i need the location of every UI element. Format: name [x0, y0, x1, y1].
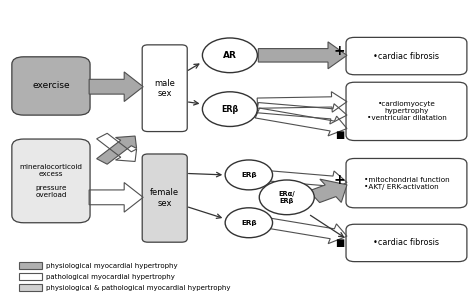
Text: •mitochondrial function
•AKT/ ERK-activation: •mitochondrial function •AKT/ ERK-activa…	[364, 177, 449, 190]
Circle shape	[202, 92, 257, 126]
FancyBboxPatch shape	[19, 262, 42, 269]
Text: ERβ: ERβ	[241, 220, 256, 226]
Circle shape	[225, 208, 273, 238]
Text: male
sex: male sex	[154, 79, 175, 98]
Text: physiological & pathological myocardial hypertrophy: physiological & pathological myocardial …	[46, 285, 231, 291]
Text: ■: ■	[335, 238, 344, 248]
Text: +: +	[333, 44, 345, 58]
FancyBboxPatch shape	[142, 45, 187, 132]
Text: •cardiac fibrosis: •cardiac fibrosis	[374, 51, 439, 61]
Text: +: +	[333, 173, 345, 187]
Text: •cardiomyocyte
hypertrophy
•ventricular dilatation: •cardiomyocyte hypertrophy •ventricular …	[366, 101, 447, 121]
Circle shape	[225, 160, 273, 190]
FancyBboxPatch shape	[12, 139, 90, 223]
Circle shape	[259, 180, 314, 215]
FancyBboxPatch shape	[12, 57, 90, 115]
Circle shape	[202, 38, 257, 73]
Text: physiological myocardial hypertrophy: physiological myocardial hypertrophy	[46, 263, 178, 269]
Text: ERβ: ERβ	[241, 172, 256, 178]
FancyBboxPatch shape	[346, 158, 467, 208]
Text: ■: ■	[335, 130, 344, 140]
Polygon shape	[97, 136, 137, 164]
Text: ERα/
ERβ: ERα/ ERβ	[278, 191, 295, 204]
FancyBboxPatch shape	[19, 284, 42, 291]
Text: exercise: exercise	[32, 81, 70, 91]
Polygon shape	[258, 42, 347, 69]
Text: ERβ: ERβ	[221, 105, 238, 114]
Text: AR: AR	[223, 51, 237, 60]
FancyBboxPatch shape	[346, 224, 467, 262]
Text: female
sex: female sex	[150, 188, 179, 208]
FancyBboxPatch shape	[346, 82, 467, 141]
FancyBboxPatch shape	[19, 273, 42, 280]
Polygon shape	[309, 179, 347, 202]
Text: mineralocorticoid
excess

pressure
overload: mineralocorticoid excess pressure overlo…	[19, 164, 82, 198]
Polygon shape	[89, 72, 143, 102]
FancyBboxPatch shape	[142, 154, 187, 242]
Text: •cardiac fibrosis: •cardiac fibrosis	[374, 238, 439, 248]
FancyBboxPatch shape	[346, 37, 467, 75]
Text: pathological myocardial hypertrophy: pathological myocardial hypertrophy	[46, 274, 175, 280]
